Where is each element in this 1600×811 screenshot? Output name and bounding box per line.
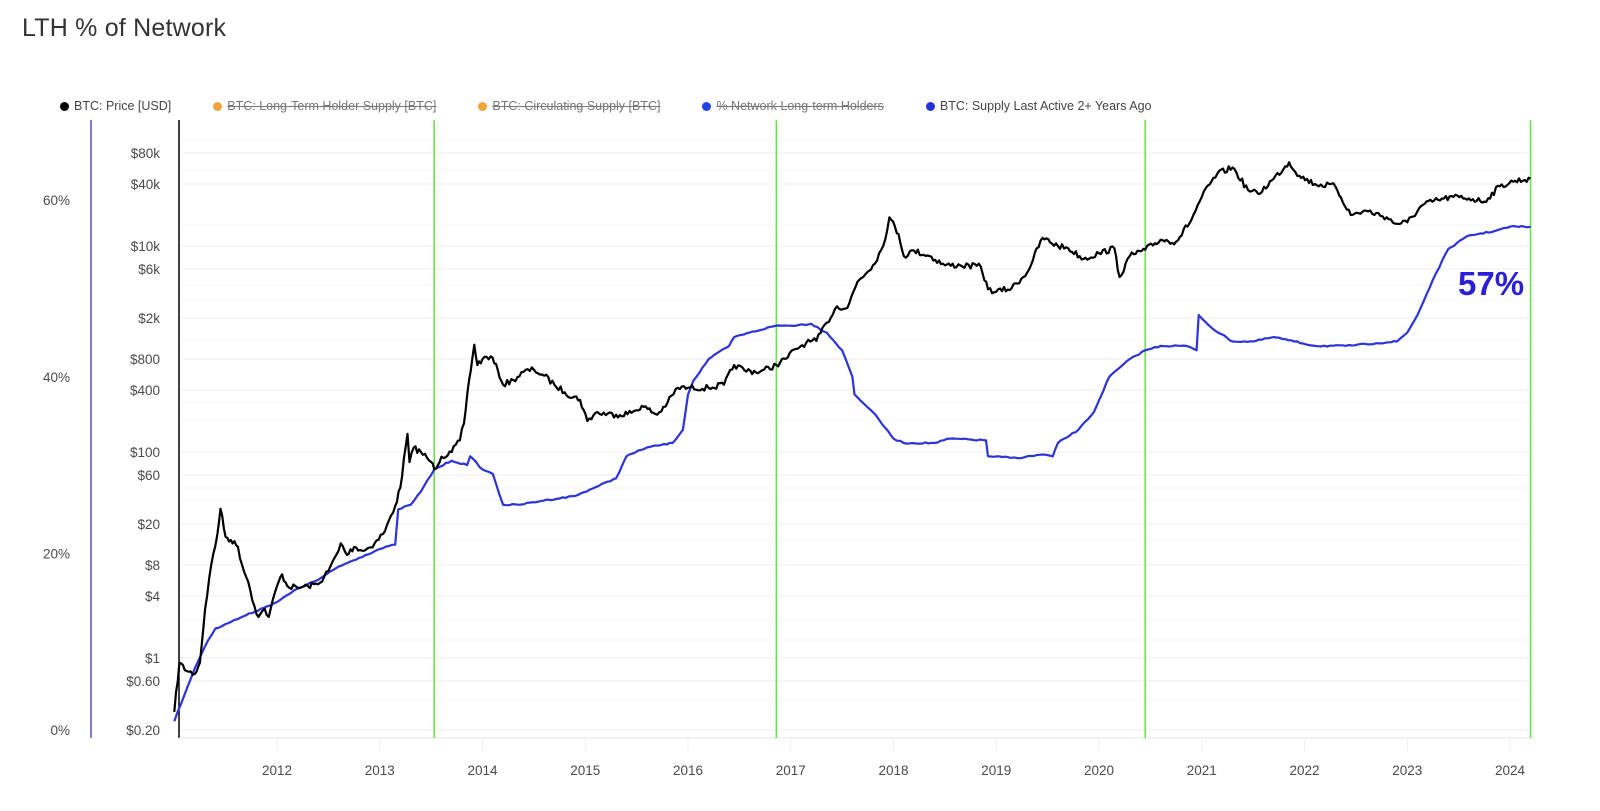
price-tick-label: $1 xyxy=(145,651,160,666)
price-tick-label: $4 xyxy=(145,589,161,604)
price-tick-label: $0.20 xyxy=(126,723,160,738)
legend-item-pct-network-lth[interactable]: % Network Long-term Holders xyxy=(702,99,884,113)
price-tick-label: $80k xyxy=(131,146,161,161)
legend-item-supply-last-active-2y[interactable]: BTC: Supply Last Active 2+ Years Ago xyxy=(925,99,1152,113)
btc-price-line xyxy=(173,161,1532,712)
price-axis-ticks: $0.20 $0.60 $1 $4 $8 $20 $60 $100 $400 $800 $2k $6k… xyxy=(126,146,160,738)
pct-tick-label: 0% xyxy=(50,723,70,738)
legend-dot-icon xyxy=(213,101,223,111)
x-tick-label: 2021 xyxy=(1187,763,1217,778)
price-tick-label: $800 xyxy=(130,352,160,367)
legend-dot-icon xyxy=(60,101,69,111)
x-axis-ticks: 2012 2013 2014 2015 2016 2017 2018 2019 2020 2021… xyxy=(262,738,1526,778)
x-tick-label: 2022 xyxy=(1289,763,1319,778)
x-tick-label: 2012 xyxy=(262,763,292,778)
x-tick-label: 2023 xyxy=(1392,763,1422,778)
x-tick-label: 2018 xyxy=(878,763,908,778)
legend-label: % Network Long-term Holders xyxy=(716,99,884,113)
price-tick-label: $100 xyxy=(130,445,160,460)
page-title: LTH % of Network xyxy=(22,14,227,42)
pct-axis-ticks: 0% 20% 40% 60% xyxy=(43,193,70,738)
x-tick-label: 2020 xyxy=(1084,763,1114,778)
price-tick-label: $20 xyxy=(137,517,160,532)
pct-tick-label: 60% xyxy=(43,193,70,208)
x-tick-label: 2014 xyxy=(467,763,498,778)
price-tick-label: $60 xyxy=(137,468,160,483)
x-tick-label: 2013 xyxy=(365,763,395,778)
cycle-markers xyxy=(433,120,1532,738)
x-tick-label: 2015 xyxy=(570,763,600,778)
legend-dot-icon xyxy=(478,101,488,111)
legend-dot-icon xyxy=(702,101,712,111)
x-tick-label: 2016 xyxy=(673,763,703,778)
price-tick-label: $400 xyxy=(130,383,160,398)
legend-dot-icon xyxy=(925,101,935,111)
price-tick-label: $8 xyxy=(145,558,160,573)
legend-label: BTC: Price [USD] xyxy=(74,99,172,113)
price-tick-label: $6k xyxy=(138,262,160,277)
x-tick-label: 2017 xyxy=(776,763,806,778)
x-tick-label: 2019 xyxy=(981,763,1011,778)
legend-item-btc-price[interactable]: BTC: Price [USD] xyxy=(60,99,171,113)
price-tick-label: $10k xyxy=(131,239,161,254)
lth-percent-annotation: 57% xyxy=(1458,265,1524,302)
pct-tick-label: 40% xyxy=(43,370,70,385)
price-tick-label: $40k xyxy=(131,177,161,192)
legend-item-lth-supply[interactable]: BTC: Long-Term Holder Supply [BTC] xyxy=(213,99,436,113)
legend-item-circulating-supply[interactable]: BTC: Circulating Supply [BTC] xyxy=(478,99,660,113)
price-tick-label: $0.60 xyxy=(126,674,160,689)
pct-tick-label: 20% xyxy=(43,546,70,561)
x-tick-label: 2024 xyxy=(1495,763,1526,778)
chart-legend: BTC: Price [USD] BTC: Long-Term Holder S… xyxy=(60,97,1193,115)
legend-label: BTC: Long-Term Holder Supply [BTC] xyxy=(227,99,437,113)
lth-supply-line xyxy=(173,225,1531,722)
legend-label: BTC: Circulating Supply [BTC] xyxy=(492,99,661,113)
price-tick-label: $2k xyxy=(138,311,160,326)
legend-label: BTC: Supply Last Active 2+ Years Ago xyxy=(939,99,1152,113)
gridlines xyxy=(180,139,1534,731)
